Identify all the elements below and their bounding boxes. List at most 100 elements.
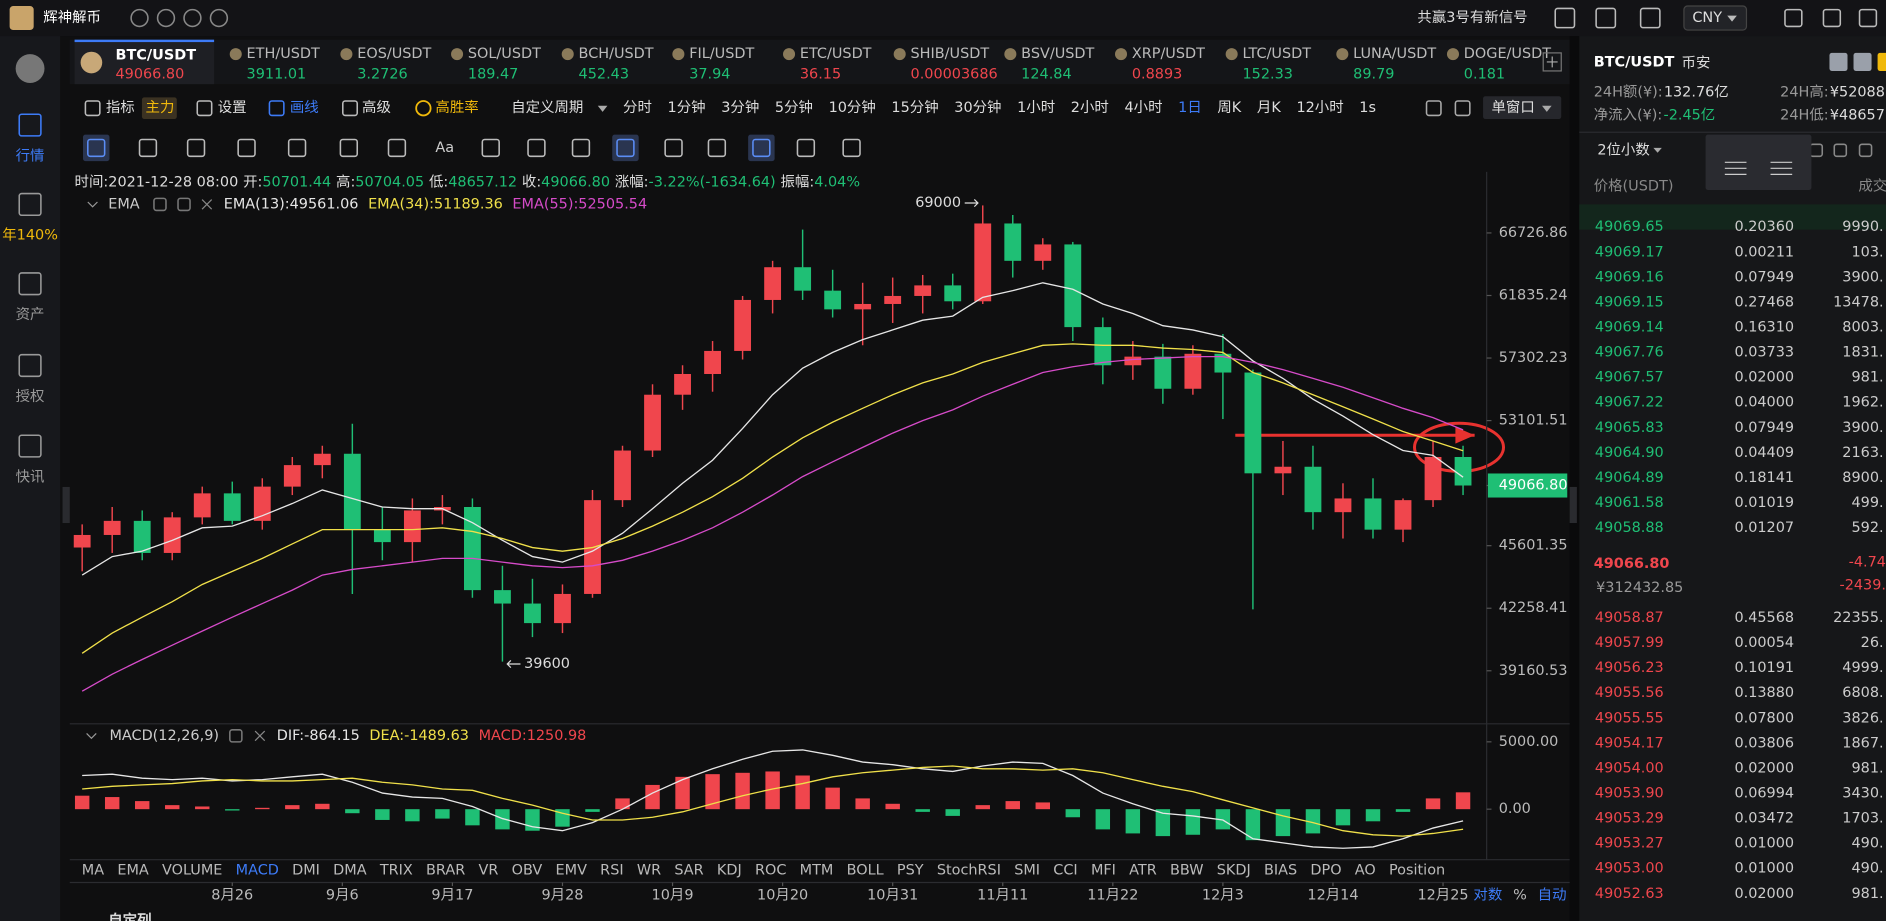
drawing-tool[interactable]	[186, 138, 206, 158]
indicator-tab[interactable]: BIAS	[1264, 863, 1297, 879]
icon[interactable]	[1858, 8, 1878, 28]
tab-price[interactable]: 189.47	[468, 67, 518, 83]
drawing-tool[interactable]	[616, 138, 635, 158]
tab-symbol[interactable]: ETH/USDT	[247, 46, 320, 62]
period[interactable]: 10分钟	[829, 99, 876, 116]
indicator-tab[interactable]: ROC	[755, 863, 786, 879]
period[interactable]: 1日	[1178, 100, 1202, 116]
sidebar-icon[interactable]	[18, 434, 42, 458]
add-tab[interactable]	[1542, 52, 1562, 72]
tab-symbol[interactable]: LUNA/USDT	[1353, 46, 1436, 62]
close-icon[interactable]	[201, 199, 213, 210]
indicator-tab[interactable]: BOLL	[847, 863, 884, 879]
tab-price[interactable]: 36.15	[800, 67, 841, 83]
icon[interactable]	[153, 197, 167, 212]
tab-symbol[interactable]: SOL/USDT	[468, 46, 541, 62]
tab-price[interactable]: 37.94	[689, 67, 730, 83]
period[interactable]: 2小时	[1071, 99, 1109, 116]
indicator-tab[interactable]: DMI	[292, 863, 320, 879]
bottom-tab[interactable]: 自定列	[108, 911, 151, 921]
tab-price[interactable]: 89.79	[1353, 67, 1394, 83]
drawing-tool[interactable]	[287, 138, 307, 158]
order-price[interactable]: 49065.83	[1595, 420, 1664, 436]
toolbar-item[interactable]: 高级	[362, 99, 391, 116]
collapse-chevron[interactable]	[86, 733, 97, 740]
period[interactable]: 12小时	[1296, 99, 1343, 116]
order-price[interactable]: 49067.57	[1595, 370, 1664, 386]
tab-symbol[interactable]: XRP/USDT	[1132, 46, 1205, 62]
period[interactable]: 5分钟	[775, 99, 813, 116]
indicator-tab[interactable]: SKDJ	[1217, 863, 1251, 879]
indicator-tab[interactable]: MA	[82, 863, 104, 879]
order-price[interactable]: 49053.27	[1595, 836, 1664, 852]
tab-symbol[interactable]: LTC/USDT	[1242, 46, 1311, 62]
tab-symbol[interactable]: ETC/USDT	[800, 46, 872, 62]
order-price[interactable]: 49056.23	[1595, 660, 1664, 676]
status-icon[interactable]	[130, 8, 149, 28]
panel-icon[interactable]	[1829, 52, 1848, 71]
tab-price[interactable]: 3.2726	[357, 67, 407, 83]
order-price[interactable]: 49053.29	[1595, 811, 1664, 827]
order-price[interactable]: 49064.90	[1595, 445, 1664, 461]
indicator-tab[interactable]: SAR	[674, 863, 703, 879]
currency[interactable]: CNY	[1692, 10, 1722, 26]
sidebar-item[interactable]: 授权	[16, 388, 45, 405]
tab-price[interactable]: 124.84	[1021, 67, 1071, 83]
indicator-tab[interactable]: Position	[1389, 863, 1445, 879]
depth-view[interactable]	[1833, 143, 1848, 158]
period[interactable]: 1s	[1359, 100, 1376, 116]
indicator-tab[interactable]: StochRSI	[937, 863, 1001, 879]
currency-select[interactable]	[1683, 5, 1748, 31]
period[interactable]: 月K	[1257, 100, 1281, 116]
status-icon[interactable]	[183, 8, 202, 28]
panel-icon[interactable]	[1853, 52, 1872, 71]
tab-price[interactable]: 0.00003686	[911, 67, 998, 83]
popup-icon[interactable]	[1724, 161, 1747, 175]
indicator-tab[interactable]: MTM	[800, 863, 834, 879]
order-price[interactable]: 49064.89	[1595, 470, 1664, 486]
window-select-text[interactable]: 单窗口	[1491, 98, 1534, 116]
window-select[interactable]	[1483, 96, 1562, 120]
tab-symbol[interactable]: SHIB/USDT	[911, 46, 990, 62]
icon[interactable]	[1454, 100, 1471, 117]
sidebar-icon[interactable]	[18, 192, 42, 217]
collapse-handle[interactable]	[62, 486, 70, 524]
indicator-tab[interactable]: MACD	[236, 863, 279, 879]
tab-symbol[interactable]: FIL/USDT	[689, 46, 754, 62]
indicator-tab[interactable]: VR	[478, 863, 498, 879]
toolbar-item[interactable]: 高胜率	[435, 99, 478, 116]
indicator-tab[interactable]: BRAR	[426, 863, 465, 879]
status-icon[interactable]	[156, 8, 176, 28]
order-price[interactable]: 49058.88	[1595, 520, 1664, 536]
collapse-handle[interactable]	[1569, 486, 1577, 524]
tab-symbol[interactable]: BTC/USDT	[115, 47, 196, 63]
icon[interactable]	[196, 100, 213, 117]
order-price[interactable]: 49053.90	[1595, 785, 1664, 801]
decimals-select[interactable]: 2位小数	[1597, 141, 1650, 158]
order-price[interactable]: 49053.00	[1595, 861, 1664, 877]
tab-symbol[interactable]: BCH/USDT	[579, 46, 654, 62]
period[interactable]: 分时	[623, 99, 652, 116]
toolbar-item[interactable]: 设置	[218, 99, 247, 116]
indicator-tab[interactable]: SMI	[1014, 863, 1040, 879]
order-price[interactable]: 49061.58	[1595, 495, 1664, 511]
indicator-tab[interactable]: CCI	[1053, 863, 1077, 879]
order-price[interactable]: 49055.55	[1595, 710, 1664, 726]
order-price[interactable]: 49052.63	[1595, 886, 1664, 902]
sidebar-icon[interactable]	[18, 272, 42, 296]
icon[interactable]	[342, 100, 359, 117]
sidebar-item[interactable]: 行情	[16, 147, 45, 164]
drawing-tool[interactable]	[796, 138, 816, 158]
icon[interactable]	[1595, 7, 1617, 29]
tab-price[interactable]: 3911.01	[247, 67, 307, 83]
indicator-tab[interactable]: WR	[637, 863, 661, 879]
order-price[interactable]: 49069.15	[1595, 294, 1664, 310]
drawing-tool[interactable]	[527, 138, 546, 158]
axis-option[interactable]: 对数	[1473, 887, 1502, 904]
drawing-tool[interactable]	[138, 138, 158, 158]
icon[interactable]	[1639, 7, 1661, 29]
period[interactable]: 4小时	[1124, 99, 1162, 116]
order-price[interactable]: 49058.87	[1595, 610, 1664, 626]
drawing-tool[interactable]	[707, 138, 727, 158]
collapse-chevron[interactable]	[87, 201, 98, 208]
